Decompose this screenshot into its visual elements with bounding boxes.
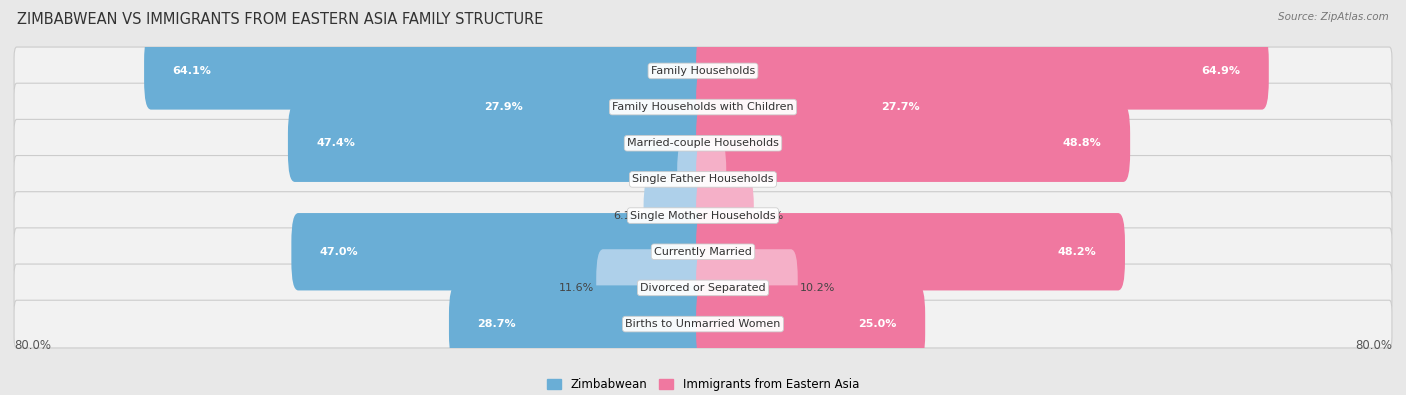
FancyBboxPatch shape <box>696 141 727 218</box>
Text: 80.0%: 80.0% <box>1355 339 1392 352</box>
Text: 64.1%: 64.1% <box>173 66 211 76</box>
Text: Single Father Households: Single Father Households <box>633 175 773 184</box>
FancyBboxPatch shape <box>696 249 797 327</box>
Text: 2.2%: 2.2% <box>647 175 675 184</box>
Text: Family Households: Family Households <box>651 66 755 76</box>
Text: Currently Married: Currently Married <box>654 247 752 257</box>
FancyBboxPatch shape <box>14 300 1392 348</box>
Text: 11.6%: 11.6% <box>560 283 595 293</box>
FancyBboxPatch shape <box>14 192 1392 239</box>
Text: ZIMBABWEAN VS IMMIGRANTS FROM EASTERN ASIA FAMILY STRUCTURE: ZIMBABWEAN VS IMMIGRANTS FROM EASTERN AS… <box>17 12 543 27</box>
FancyBboxPatch shape <box>143 32 710 109</box>
FancyBboxPatch shape <box>14 47 1392 95</box>
Text: 27.7%: 27.7% <box>882 102 920 112</box>
Text: Married-couple Households: Married-couple Households <box>627 138 779 148</box>
FancyBboxPatch shape <box>596 249 710 327</box>
Text: 25.0%: 25.0% <box>859 319 897 329</box>
FancyBboxPatch shape <box>14 119 1392 167</box>
FancyBboxPatch shape <box>14 228 1392 276</box>
FancyBboxPatch shape <box>14 264 1392 312</box>
Text: Divorced or Separated: Divorced or Separated <box>640 283 766 293</box>
FancyBboxPatch shape <box>696 105 1130 182</box>
Text: Births to Unmarried Women: Births to Unmarried Women <box>626 319 780 329</box>
FancyBboxPatch shape <box>14 156 1392 203</box>
Text: Family Households with Children: Family Households with Children <box>612 102 794 112</box>
FancyBboxPatch shape <box>696 68 949 146</box>
Text: 47.4%: 47.4% <box>316 138 356 148</box>
FancyBboxPatch shape <box>644 177 710 254</box>
FancyBboxPatch shape <box>696 286 925 363</box>
Legend: Zimbabwean, Immigrants from Eastern Asia: Zimbabwean, Immigrants from Eastern Asia <box>543 373 863 395</box>
FancyBboxPatch shape <box>291 213 710 290</box>
FancyBboxPatch shape <box>696 32 1268 109</box>
Text: Single Mother Households: Single Mother Households <box>630 211 776 220</box>
FancyBboxPatch shape <box>449 286 710 363</box>
FancyBboxPatch shape <box>696 213 1125 290</box>
FancyBboxPatch shape <box>678 141 710 218</box>
FancyBboxPatch shape <box>696 177 754 254</box>
Text: 1.9%: 1.9% <box>728 175 756 184</box>
Text: 64.9%: 64.9% <box>1201 66 1240 76</box>
FancyBboxPatch shape <box>288 105 710 182</box>
Text: 10.2%: 10.2% <box>800 283 835 293</box>
Text: 48.2%: 48.2% <box>1057 247 1097 257</box>
FancyBboxPatch shape <box>456 68 710 146</box>
Text: 6.1%: 6.1% <box>613 211 643 220</box>
Text: 27.9%: 27.9% <box>484 102 523 112</box>
FancyBboxPatch shape <box>14 83 1392 131</box>
Text: 28.7%: 28.7% <box>478 319 516 329</box>
Text: 5.1%: 5.1% <box>755 211 783 220</box>
Text: Source: ZipAtlas.com: Source: ZipAtlas.com <box>1278 12 1389 22</box>
Text: 80.0%: 80.0% <box>14 339 51 352</box>
Text: 47.0%: 47.0% <box>319 247 359 257</box>
Text: 48.8%: 48.8% <box>1063 138 1102 148</box>
